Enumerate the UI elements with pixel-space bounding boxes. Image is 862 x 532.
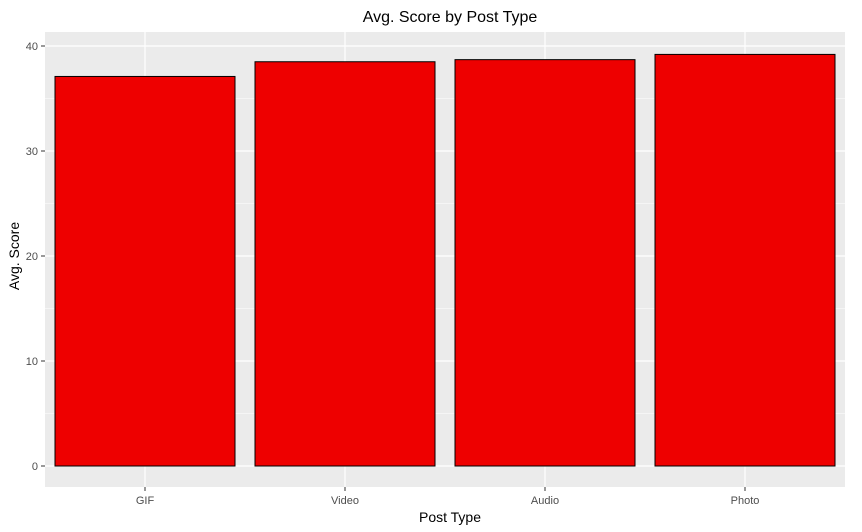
- x-axis-ticks: GIF Video Audio Photo: [136, 487, 760, 507]
- x-axis-title: Post Type: [419, 509, 481, 525]
- bar-video: [254, 61, 436, 467]
- y-tick-label: 10: [26, 356, 38, 368]
- y-axis-title: Avg. Score: [6, 222, 22, 290]
- chart-title: Avg. Score by Post Type: [363, 9, 538, 26]
- y-tick-label: 40: [26, 41, 38, 53]
- bar-gif: [54, 75, 236, 467]
- x-tick-label: Video: [331, 495, 359, 507]
- bars: [54, 53, 836, 467]
- y-axis-ticks: 0 10 20 30 40: [26, 41, 45, 473]
- y-tick-label: 30: [26, 146, 38, 158]
- x-tick-label: GIF: [136, 495, 155, 507]
- x-tick-label: Photo: [731, 495, 760, 507]
- bar-audio: [454, 59, 636, 467]
- x-tick-label: Audio: [531, 495, 559, 507]
- bar-photo: [654, 53, 836, 467]
- y-tick-label: 20: [26, 251, 38, 263]
- y-tick-label: 0: [32, 461, 38, 473]
